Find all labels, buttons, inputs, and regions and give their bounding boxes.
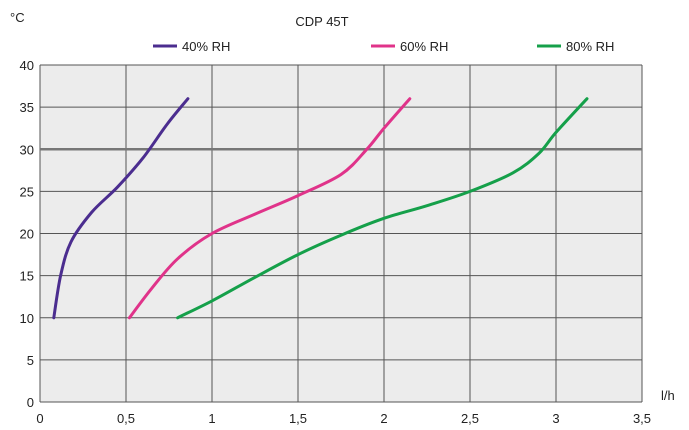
y-tick-label: 0 (27, 395, 34, 410)
x-tick-labels: 0 0,5 1 1,5 2 2,5 3 3,5 (36, 411, 651, 426)
y-tick-label: 40 (20, 58, 34, 73)
x-tick-label: 3 (552, 411, 559, 426)
x-tick-label: 1 (208, 411, 215, 426)
x-tick-label: 0,5 (117, 411, 135, 426)
grid (39, 64, 643, 403)
x-tick-label: 2 (380, 411, 387, 426)
legend-label-60-rh: 60% RH (400, 39, 448, 54)
legend-label-40-rh: 40% RH (182, 39, 230, 54)
series-line-40-rh (52, 97, 190, 320)
y-tick-label: 5 (27, 353, 34, 368)
y-tick-labels: 0 5 10 15 20 25 30 35 40 (20, 58, 34, 410)
x-axis-unit: l/h (661, 388, 675, 403)
legend: 40% RH 60% RH 80% RH (153, 39, 614, 54)
y-tick-label: 35 (20, 100, 34, 115)
x-tick-label: 2,5 (461, 411, 479, 426)
x-tick-label: 3,5 (633, 411, 651, 426)
y-tick-label: 20 (20, 227, 34, 242)
y-axis-unit: °C (10, 10, 25, 25)
y-tick-label: 30 (20, 142, 34, 157)
x-tick-label: 0 (36, 411, 43, 426)
y-tick-label: 15 (20, 269, 34, 284)
legend-label-80-rh: 80% RH (566, 39, 614, 54)
y-tick-label: 10 (20, 311, 34, 326)
y-tick-label: 25 (20, 184, 34, 199)
series-line-80-rh (176, 97, 589, 320)
series-line-60-rh (127, 97, 412, 320)
series-group (52, 97, 589, 320)
chart-title: CDP 45T (295, 14, 348, 29)
x-tick-label: 1,5 (289, 411, 307, 426)
